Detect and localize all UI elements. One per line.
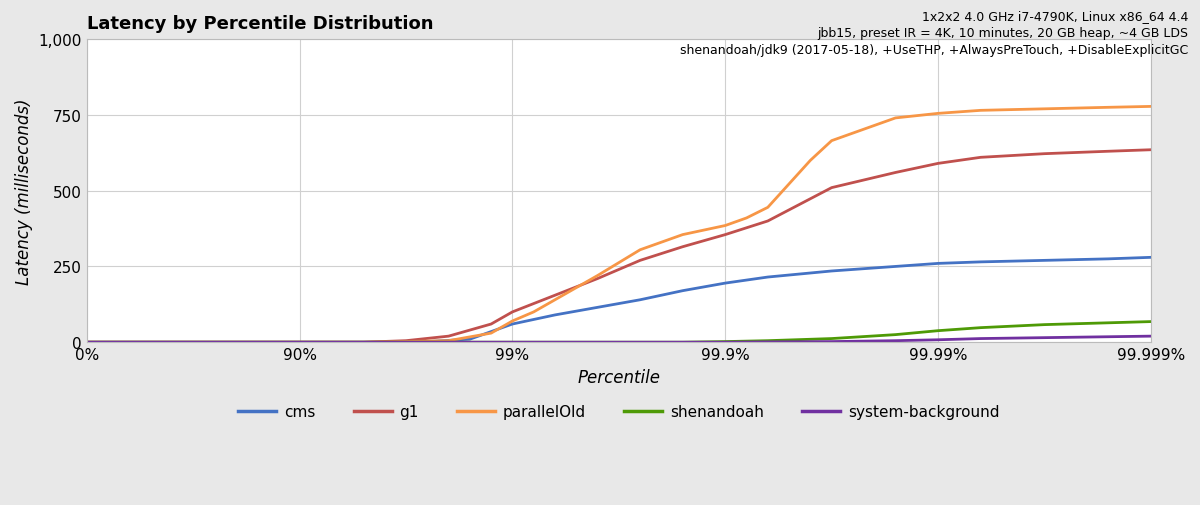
cms xyxy=(676,288,690,294)
g1 xyxy=(590,276,605,282)
g1 xyxy=(79,339,94,345)
cms xyxy=(888,264,902,270)
g1 xyxy=(398,338,413,344)
system-background xyxy=(676,339,690,345)
parallelOld xyxy=(761,205,775,211)
Line: g1: g1 xyxy=(86,150,1151,342)
g1 xyxy=(484,321,498,327)
g1 xyxy=(1144,147,1158,154)
cms xyxy=(632,297,647,303)
parallelOld xyxy=(79,339,94,345)
Text: Latency by Percentile Distribution: Latency by Percentile Distribution xyxy=(86,15,433,33)
g1 xyxy=(547,292,562,298)
parallelOld xyxy=(824,138,839,144)
system-background xyxy=(824,339,839,345)
parallelOld xyxy=(484,330,498,336)
shenandoah xyxy=(888,332,902,338)
Line: system-background: system-background xyxy=(86,336,1151,342)
shenandoah xyxy=(293,339,307,345)
parallelOld xyxy=(547,297,562,303)
system-background xyxy=(973,336,988,342)
system-background xyxy=(888,338,902,344)
parallelOld xyxy=(718,223,732,229)
g1 xyxy=(931,161,946,167)
cms xyxy=(1102,257,1116,263)
cms xyxy=(1037,258,1051,264)
cms xyxy=(463,336,478,342)
parallelOld xyxy=(527,309,541,315)
system-background xyxy=(718,339,732,345)
Y-axis label: Latency (milliseconds): Latency (milliseconds) xyxy=(14,98,34,284)
system-background xyxy=(79,339,94,345)
shenandoah xyxy=(931,328,946,334)
cms xyxy=(931,261,946,267)
parallelOld xyxy=(590,273,605,279)
g1 xyxy=(632,258,647,264)
parallelOld xyxy=(888,116,902,122)
cms xyxy=(761,274,775,280)
parallelOld xyxy=(1144,104,1158,110)
parallelOld xyxy=(398,339,413,345)
Line: parallelOld: parallelOld xyxy=(86,107,1151,342)
cms xyxy=(824,268,839,274)
parallelOld xyxy=(505,318,520,324)
Legend: cms, g1, parallelOld, shenandoah, system-background: cms, g1, parallelOld, shenandoah, system… xyxy=(232,398,1006,426)
cms xyxy=(1144,255,1158,261)
cms xyxy=(718,280,732,286)
parallelOld xyxy=(931,111,946,117)
system-background xyxy=(1102,334,1116,340)
X-axis label: Percentile: Percentile xyxy=(577,368,660,386)
parallelOld xyxy=(1102,105,1116,111)
shenandoah xyxy=(973,325,988,331)
g1 xyxy=(676,244,690,250)
g1 xyxy=(293,339,307,345)
shenandoah xyxy=(824,336,839,342)
g1 xyxy=(824,185,839,191)
parallelOld xyxy=(739,216,754,222)
g1 xyxy=(505,309,520,315)
cms xyxy=(293,339,307,345)
system-background xyxy=(293,339,307,345)
cms xyxy=(420,339,434,345)
shenandoah xyxy=(79,339,94,345)
g1 xyxy=(718,232,732,238)
cms xyxy=(973,260,988,266)
shenandoah xyxy=(1144,319,1158,325)
Line: shenandoah: shenandoah xyxy=(86,322,1151,342)
cms xyxy=(79,339,94,345)
shenandoah xyxy=(718,339,732,345)
cms xyxy=(356,339,371,345)
g1 xyxy=(1037,152,1051,158)
system-background xyxy=(761,339,775,345)
g1 xyxy=(888,170,902,176)
system-background xyxy=(1144,333,1158,339)
g1 xyxy=(1102,149,1116,155)
cms xyxy=(547,312,562,318)
shenandoah xyxy=(676,339,690,345)
g1 xyxy=(356,339,371,345)
parallelOld xyxy=(293,339,307,345)
shenandoah xyxy=(1102,320,1116,326)
parallelOld xyxy=(1037,107,1051,113)
Text: 1x2x2 4.0 GHz i7-4790K, Linux x86_64 4.4
jbb15, preset IR = 4K, 10 minutes, 20 G: 1x2x2 4.0 GHz i7-4790K, Linux x86_64 4.4… xyxy=(679,10,1188,57)
Line: cms: cms xyxy=(86,258,1151,342)
shenandoah xyxy=(761,338,775,344)
parallelOld xyxy=(632,247,647,254)
parallelOld xyxy=(973,108,988,114)
cms xyxy=(590,305,605,311)
shenandoah xyxy=(1037,322,1051,328)
parallelOld xyxy=(676,232,690,238)
system-background xyxy=(1037,335,1051,341)
g1 xyxy=(973,155,988,161)
system-background xyxy=(505,339,520,345)
parallelOld xyxy=(356,339,371,345)
cms xyxy=(505,321,520,327)
shenandoah xyxy=(505,339,520,345)
shenandoah xyxy=(612,339,626,345)
g1 xyxy=(442,333,456,339)
parallelOld xyxy=(442,338,456,344)
system-background xyxy=(931,337,946,343)
g1 xyxy=(761,219,775,225)
parallelOld xyxy=(803,158,817,164)
